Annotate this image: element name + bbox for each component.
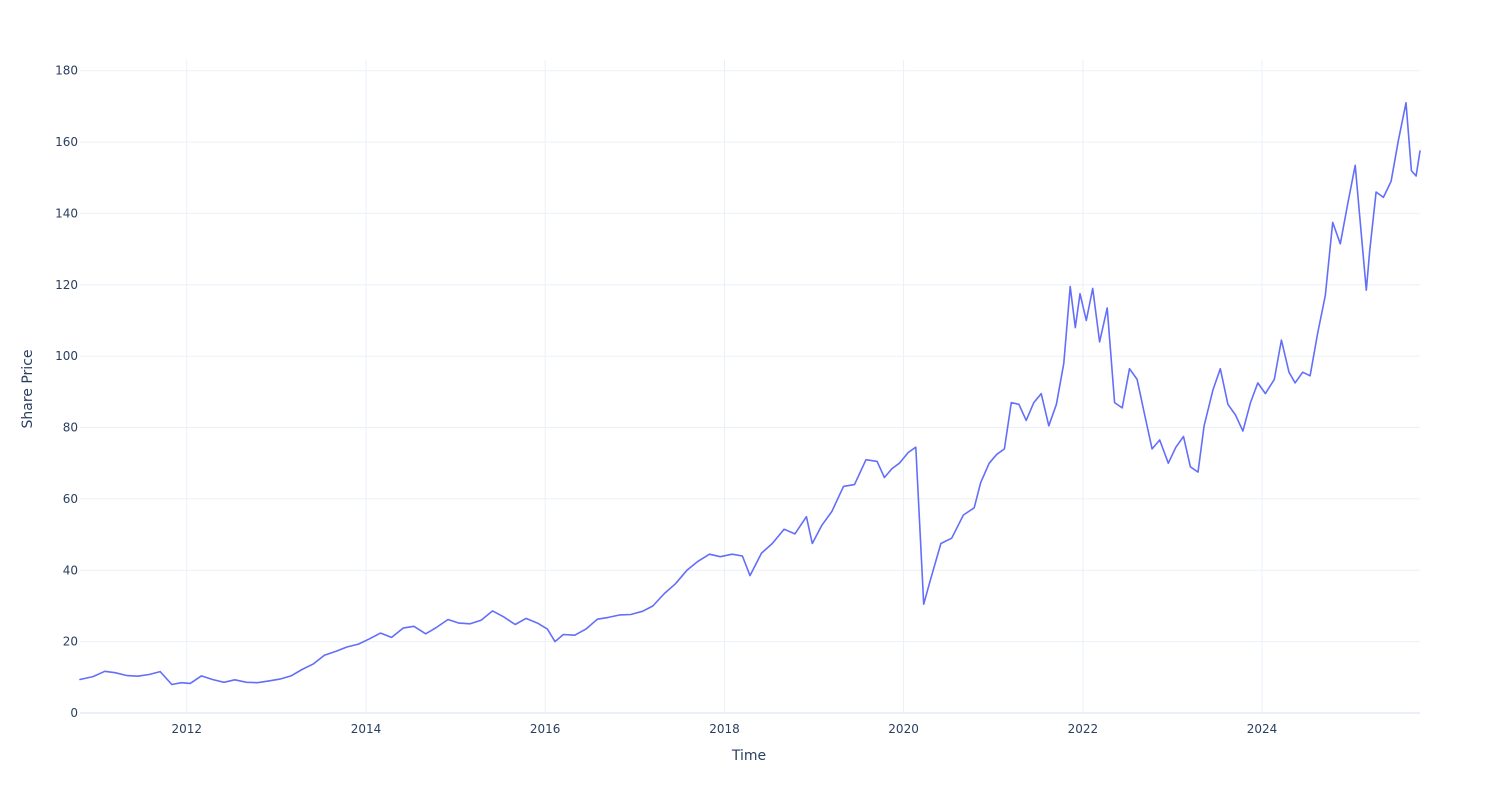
x-tick-label: 2018 (709, 722, 740, 736)
x-tick-label: 2024 (1247, 722, 1278, 736)
x-tick-label: 2022 (1068, 722, 1099, 736)
series-layer (79, 102, 1421, 686)
x-axis-title: Time (731, 748, 766, 764)
x-tick-label: 2012 (171, 722, 202, 736)
x-tick-label: 2014 (351, 722, 382, 736)
y-tick-label: 100 (55, 349, 78, 363)
x-tick-label: 2016 (530, 722, 561, 736)
y-tick-label: 180 (55, 64, 78, 78)
gridlines (80, 60, 1420, 714)
y-tick-label: 80 (63, 421, 78, 435)
y-axis-title: Share Price (20, 349, 36, 428)
y-tick-label: 20 (63, 635, 78, 649)
tick-labels: 0 20 40 60 80 100 120 140 160 180 2012 2014 2016 2018… (55, 64, 1277, 736)
x-tick-label: 2020 (888, 722, 919, 736)
y-tick-label: 40 (63, 563, 78, 577)
y-tick-label: 120 (55, 278, 78, 292)
y-tick-label: 60 (63, 492, 78, 506)
y-tick-label: 160 (55, 135, 78, 149)
y-tick-label: 140 (55, 206, 78, 220)
y-tick-label: 0 (70, 706, 78, 720)
series-line (79, 102, 1421, 686)
